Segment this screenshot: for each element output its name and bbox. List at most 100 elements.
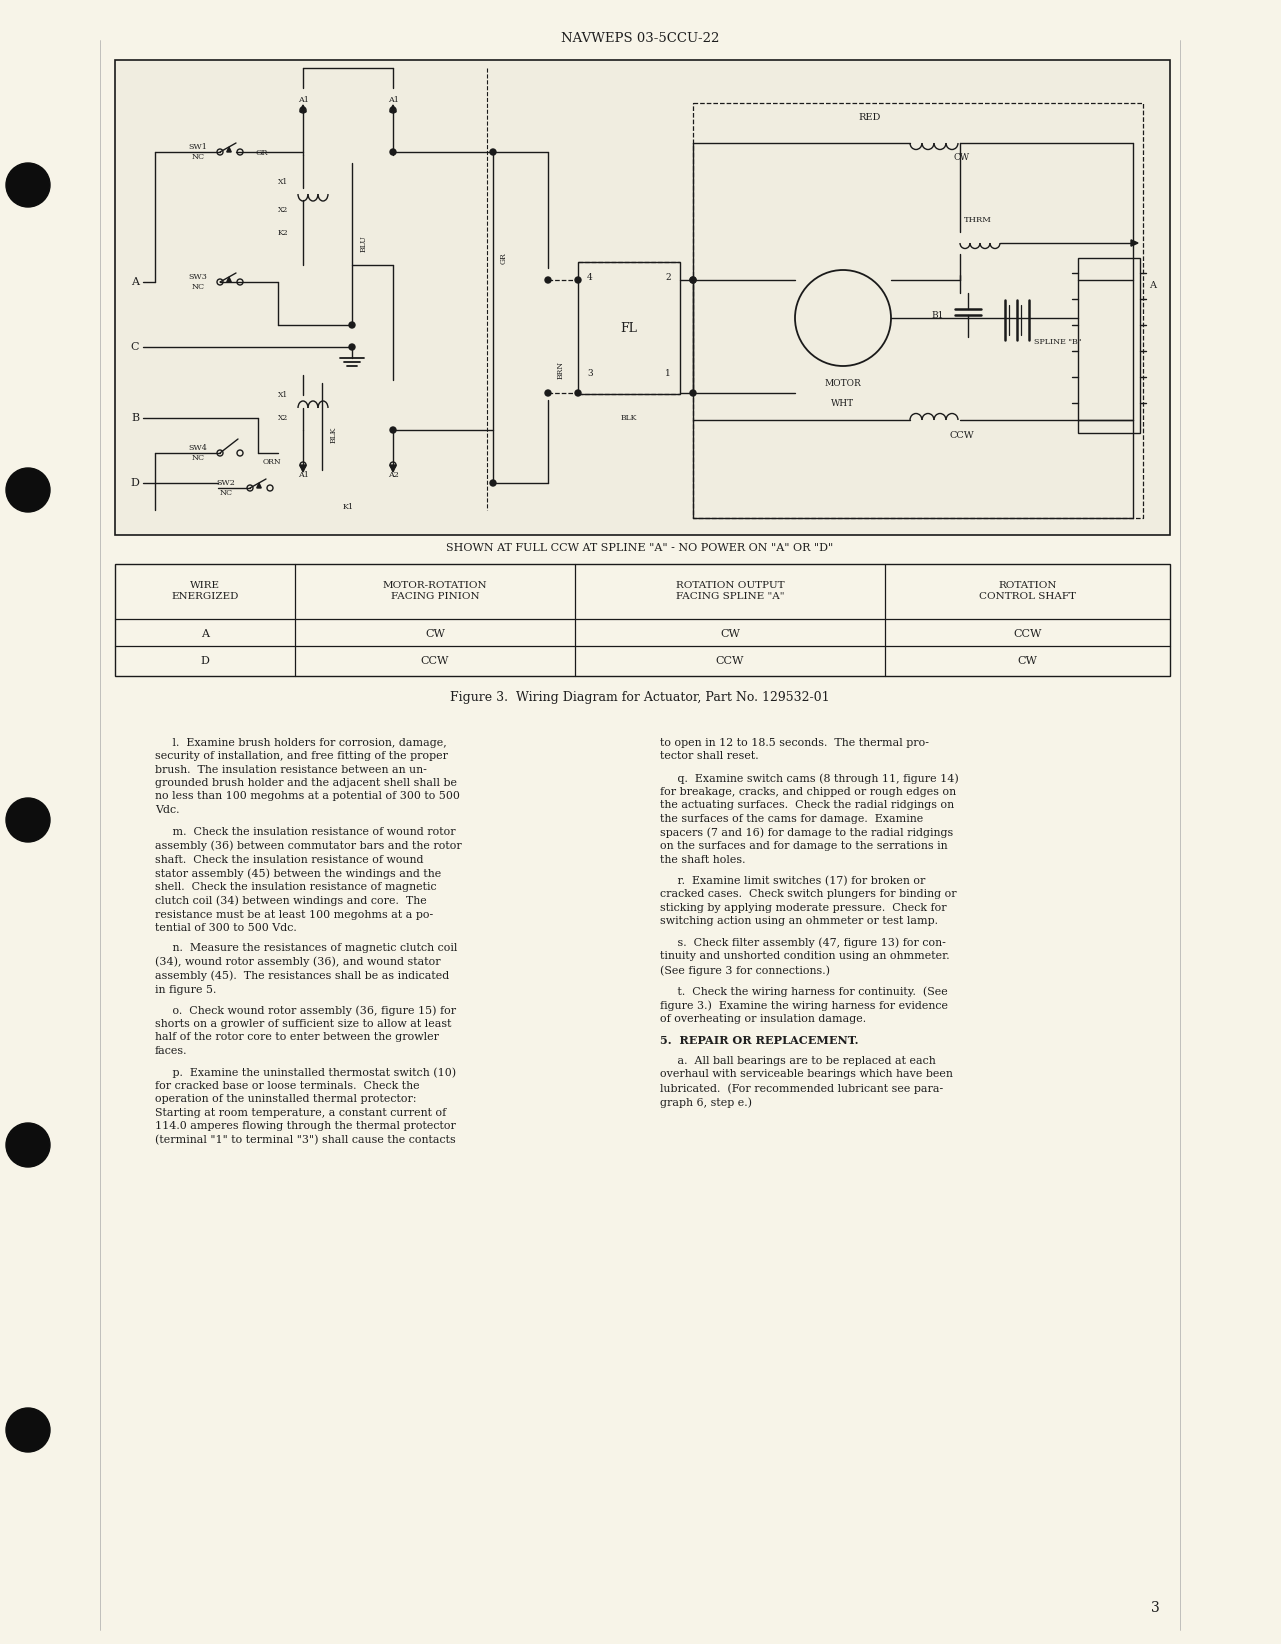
Text: 2: 2 (665, 273, 671, 283)
Text: MOTOR: MOTOR (825, 378, 861, 388)
Text: A1: A1 (297, 470, 309, 478)
Text: SW3
NC: SW3 NC (188, 273, 208, 291)
Text: CCW: CCW (716, 656, 744, 666)
Circle shape (389, 150, 396, 155)
Text: A: A (1149, 281, 1157, 289)
Polygon shape (389, 105, 396, 112)
Text: 3: 3 (1150, 1601, 1159, 1614)
Text: l.  Examine brush holders for corrosion, damage,
security of installation, and f: l. Examine brush holders for corrosion, … (155, 738, 460, 815)
Text: A: A (131, 276, 140, 288)
Polygon shape (227, 146, 232, 151)
Text: X1: X1 (278, 391, 288, 399)
Text: CW: CW (1017, 656, 1038, 666)
Text: 1: 1 (665, 368, 671, 378)
Text: r.  Examine limit switches (17) for broken or
cracked cases.  Check switch plung: r. Examine limit switches (17) for broke… (660, 876, 957, 926)
Text: s.  Check filter assembly (47, figure 13) for con-
tinuity and unshorted conditi: s. Check filter assembly (47, figure 13)… (660, 937, 949, 975)
Text: A1: A1 (297, 95, 309, 104)
Bar (115, 59, 1170, 534)
Text: BLU: BLU (360, 235, 368, 253)
Text: SW2
NC: SW2 NC (216, 480, 236, 496)
Text: Figure 3.  Wiring Diagram for Actuator, Part No. 129532-01: Figure 3. Wiring Diagram for Actuator, P… (450, 690, 830, 704)
Circle shape (6, 469, 50, 511)
Text: CW: CW (425, 630, 445, 640)
Text: CCW: CCW (421, 656, 450, 666)
Text: A1: A1 (388, 95, 398, 104)
Text: K2: K2 (278, 229, 288, 237)
Text: D: D (201, 656, 209, 666)
Circle shape (544, 276, 551, 283)
Polygon shape (227, 276, 232, 283)
Text: n.  Measure the resistances of magnetic clutch coil
(34), wound rotor assembly (: n. Measure the resistances of magnetic c… (155, 944, 457, 995)
Text: C: C (131, 342, 140, 352)
Polygon shape (389, 465, 396, 472)
Polygon shape (256, 483, 261, 488)
Text: BLK: BLK (621, 414, 637, 423)
Text: WHT: WHT (831, 398, 854, 408)
Text: p.  Examine the uninstalled thermostat switch (10)
for cracked base or loose ter: p. Examine the uninstalled thermostat sw… (155, 1067, 456, 1144)
Text: BLK: BLK (330, 427, 338, 444)
Text: BRN: BRN (557, 362, 565, 380)
Circle shape (6, 1123, 50, 1167)
Circle shape (348, 322, 355, 329)
Text: a.  All ball bearings are to be replaced at each
overhaul with serviceable beari: a. All ball bearings are to be replaced … (660, 1055, 953, 1108)
Text: t.  Check the wiring harness for continuity.  (See
figure 3.)  Examine the wirin: t. Check the wiring harness for continui… (660, 986, 948, 1024)
Text: B1: B1 (931, 311, 944, 319)
Polygon shape (300, 465, 306, 472)
Text: 3: 3 (587, 368, 593, 378)
Circle shape (575, 390, 582, 396)
Circle shape (389, 427, 396, 432)
Circle shape (690, 390, 696, 396)
Text: SHOWN AT FULL CCW AT SPLINE "A" - NO POWER ON "A" OR "D": SHOWN AT FULL CCW AT SPLINE "A" - NO POW… (446, 543, 834, 552)
Circle shape (6, 797, 50, 842)
Text: CW: CW (954, 153, 970, 163)
Text: CCW: CCW (949, 431, 975, 439)
Text: D: D (131, 478, 140, 488)
Text: FL: FL (620, 322, 638, 334)
Circle shape (348, 344, 355, 350)
Text: q.  Examine switch cams (8 through 11, figure 14)
for breakage, cracks, and chip: q. Examine switch cams (8 through 11, fi… (660, 773, 958, 865)
Text: CCW: CCW (1013, 630, 1041, 640)
Text: K1: K1 (342, 503, 354, 511)
Circle shape (690, 276, 696, 283)
Bar (693, 104, 1143, 518)
Text: X2: X2 (278, 414, 288, 423)
Text: SPLINE "B": SPLINE "B" (1034, 339, 1081, 345)
Text: A2: A2 (388, 470, 398, 478)
Circle shape (491, 150, 496, 155)
Bar (115, 564, 1170, 676)
Circle shape (575, 276, 582, 283)
Text: m.  Check the insulation resistance of wound rotor
assembly (36) between commuta: m. Check the insulation resistance of wo… (155, 827, 461, 932)
Text: ROTATION OUTPUT
FACING SPLINE "A": ROTATION OUTPUT FACING SPLINE "A" (675, 580, 784, 602)
Circle shape (6, 163, 50, 207)
Text: o.  Check wound rotor assembly (36, figure 15) for
shorts on a growler of suffic: o. Check wound rotor assembly (36, figur… (155, 1004, 456, 1055)
Circle shape (6, 1407, 50, 1452)
Polygon shape (300, 105, 306, 112)
Text: B: B (131, 413, 140, 423)
Polygon shape (1131, 240, 1138, 247)
Text: 5.  REPAIR OR REPLACEMENT.: 5. REPAIR OR REPLACEMENT. (660, 1034, 858, 1046)
Circle shape (690, 276, 696, 283)
Text: 4: 4 (587, 273, 593, 283)
Circle shape (491, 480, 496, 487)
Text: to open in 12 to 18.5 seconds.  The thermal pro-
tector shall reset.: to open in 12 to 18.5 seconds. The therm… (660, 738, 929, 761)
Text: THRM: THRM (965, 215, 991, 224)
Text: RED: RED (858, 113, 881, 123)
Text: WIRE
ENERGIZED: WIRE ENERGIZED (172, 580, 238, 602)
Text: ROTATION
CONTROL SHAFT: ROTATION CONTROL SHAFT (979, 580, 1076, 602)
Bar (1079, 258, 1140, 432)
Text: GR: GR (500, 252, 509, 265)
Text: A: A (201, 630, 209, 640)
Text: NAVWEPS 03-5CCU-22: NAVWEPS 03-5CCU-22 (561, 31, 719, 44)
Text: SW1
NC: SW1 NC (188, 143, 208, 161)
Text: GR: GR (256, 150, 268, 156)
Circle shape (544, 390, 551, 396)
Text: X2: X2 (278, 206, 288, 214)
Text: CW: CW (720, 630, 740, 640)
Text: ORN: ORN (263, 459, 282, 465)
Text: SW4
NC: SW4 NC (188, 444, 208, 462)
Bar (578, 261, 680, 395)
Text: X1: X1 (278, 178, 288, 186)
Text: MOTOR-ROTATION
FACING PINION: MOTOR-ROTATION FACING PINION (383, 580, 487, 602)
